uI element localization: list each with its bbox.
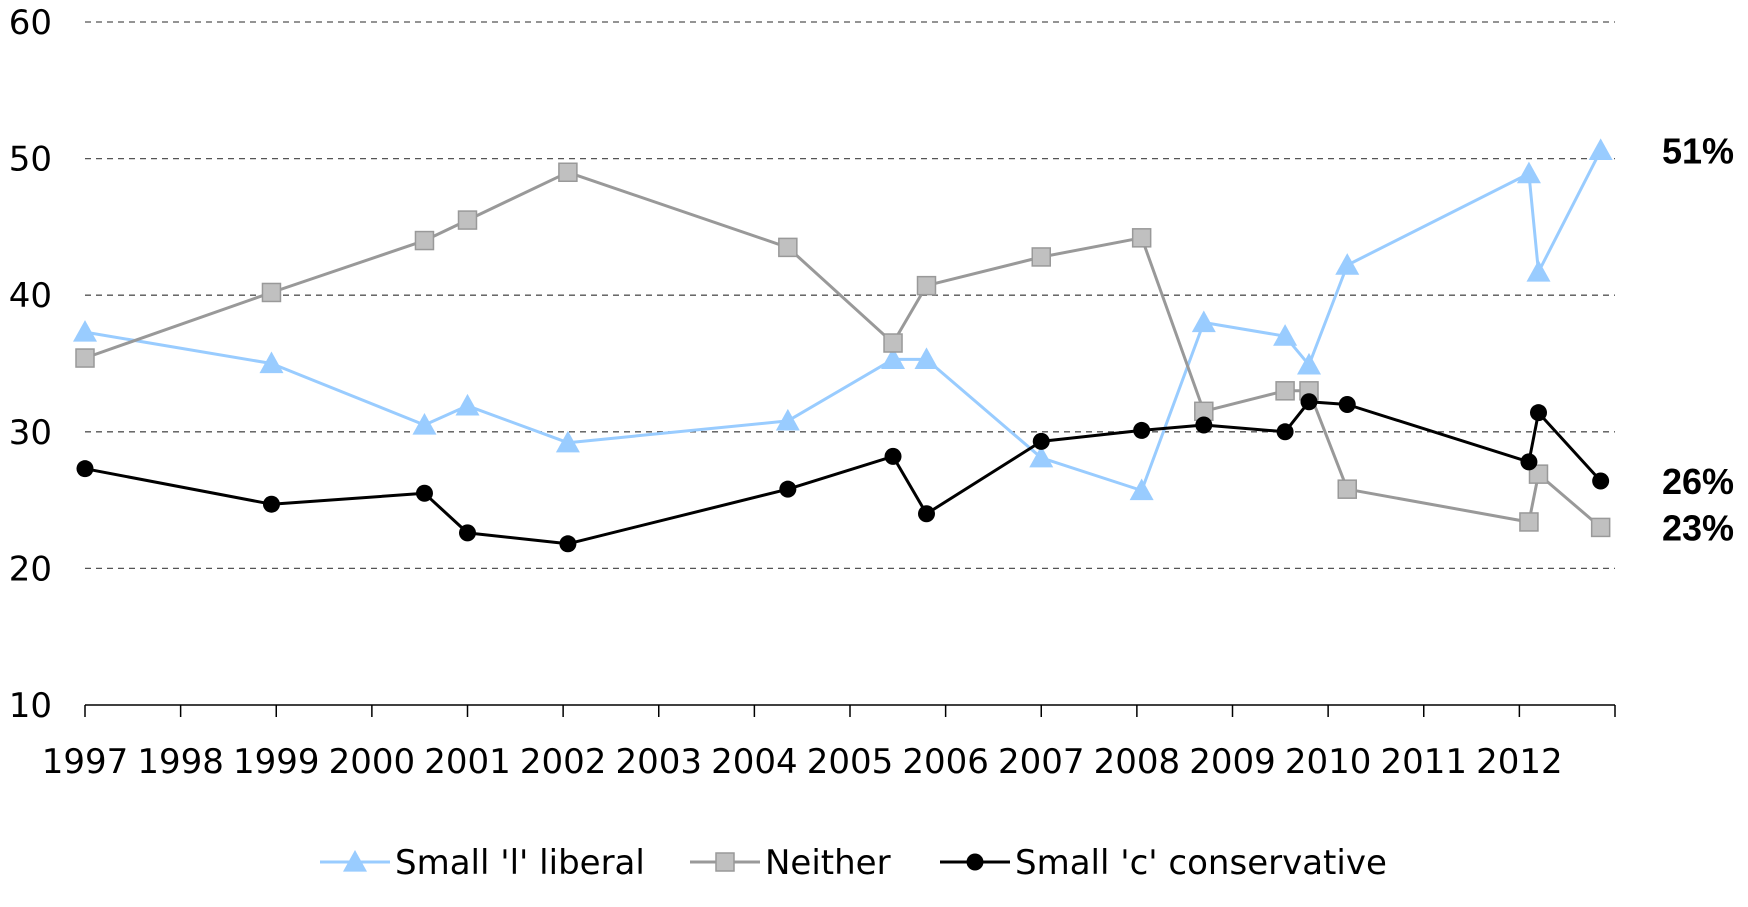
x-tick-label: 2000	[329, 742, 416, 782]
legend-item: Small 'l' liberal	[320, 843, 645, 883]
legend-label: Small 'l' liberal	[395, 843, 645, 883]
x-tick-label: 2001	[424, 742, 511, 782]
data-point	[1519, 512, 1539, 532]
data-point	[559, 535, 577, 553]
y-tick-label: 50	[9, 140, 52, 180]
data-point	[558, 162, 578, 183]
gridlines	[85, 21, 1615, 570]
data-point	[914, 347, 939, 370]
data-point	[918, 505, 935, 523]
legend-marker	[715, 852, 735, 872]
x-tick-label: 2010	[1285, 742, 1372, 782]
legend-item: Small 'c' conservative	[940, 843, 1387, 883]
data-point	[555, 430, 580, 453]
data-point	[1528, 464, 1549, 484]
data-point	[1516, 161, 1541, 184]
data-point	[1526, 259, 1551, 282]
data-point	[415, 484, 433, 502]
data-point	[916, 275, 937, 296]
data-point	[775, 408, 800, 431]
data-point	[884, 447, 902, 465]
data-point	[75, 348, 95, 368]
data-point	[1592, 472, 1610, 490]
end-value-label: 26%	[1662, 461, 1734, 502]
axes	[84, 704, 1616, 717]
x-tick-label: 2003	[615, 742, 702, 782]
data-point	[1588, 138, 1613, 161]
end-value-label: 51%	[1662, 130, 1734, 171]
data-point	[1032, 432, 1050, 450]
end-value-labels: 51% 26% 23%	[1662, 130, 1734, 548]
data-point	[1338, 395, 1356, 413]
x-tick-label: 2007	[998, 742, 1085, 782]
x-tick-label: 2011	[1380, 742, 1467, 782]
x-tick-label: 2004	[711, 742, 798, 782]
y-tick-label: 10	[9, 686, 52, 726]
x-tick-label: 1997	[42, 742, 129, 782]
series-2	[76, 393, 1610, 553]
data-point	[1276, 423, 1294, 441]
x-tick-label: 1999	[233, 742, 320, 782]
series-line	[84, 400, 1602, 546]
y-tick-label: 30	[9, 413, 52, 453]
x-tick-label: 2002	[520, 742, 607, 782]
x-tick-label: 2006	[902, 742, 989, 782]
legend-label: Neither	[765, 843, 891, 883]
data-point	[883, 333, 903, 353]
data-point	[1273, 324, 1298, 346]
data-point	[1275, 381, 1295, 401]
legend-marker	[966, 853, 984, 871]
x-tick-label: 2009	[1189, 742, 1276, 782]
y-tick-label: 60	[9, 3, 52, 43]
legend-marker	[343, 850, 367, 872]
data-point	[1337, 479, 1357, 499]
data-point	[779, 480, 797, 498]
data-point	[1133, 421, 1151, 439]
data-point	[459, 524, 476, 542]
x-tick-label: 2012	[1476, 742, 1563, 782]
data-point	[262, 495, 280, 513]
data-point	[73, 320, 97, 342]
data-point	[881, 347, 906, 370]
y-axis-tick-labels: 10 20 30 40 50 60	[9, 3, 52, 726]
data-point	[1300, 393, 1318, 411]
end-value-label: 23%	[1662, 507, 1734, 548]
data-point	[1590, 517, 1611, 538]
data-point	[414, 230, 435, 251]
data-point	[1129, 478, 1154, 501]
data-point	[778, 237, 798, 258]
data-point	[261, 282, 282, 303]
legend-item: Neither	[690, 843, 891, 883]
data-point	[259, 351, 284, 374]
data-point	[1029, 445, 1054, 468]
data-point	[1520, 453, 1538, 471]
legend: Small 'l' liberal Neither Small 'c' conser…	[320, 843, 1387, 883]
data-point	[412, 412, 437, 435]
data-point	[1297, 352, 1321, 375]
data-point	[76, 460, 94, 478]
series-line	[84, 170, 1602, 529]
x-tick-label: 2008	[1094, 742, 1181, 782]
data-point	[1195, 416, 1213, 434]
series-line	[84, 149, 1603, 492]
y-tick-label: 20	[9, 549, 52, 589]
x-tick-label: 1998	[137, 742, 224, 782]
series-group	[73, 138, 1613, 553]
data-point	[1031, 247, 1051, 267]
data-point	[1335, 253, 1360, 275]
legend-label: Small 'c' conservative	[1015, 843, 1387, 883]
data-point	[1191, 310, 1216, 333]
data-point	[1530, 404, 1547, 422]
series-0	[73, 138, 1613, 501]
data-point	[455, 393, 480, 416]
y-tick-label: 40	[9, 276, 52, 316]
series-1	[75, 162, 1611, 538]
x-tick-label: 2005	[807, 742, 894, 782]
data-point	[457, 210, 478, 230]
data-point	[1131, 228, 1152, 248]
x-axis-tick-labels: 1997 1998 1999 2000 2001 2002 2003 2004 2005 2006…	[42, 742, 1563, 782]
